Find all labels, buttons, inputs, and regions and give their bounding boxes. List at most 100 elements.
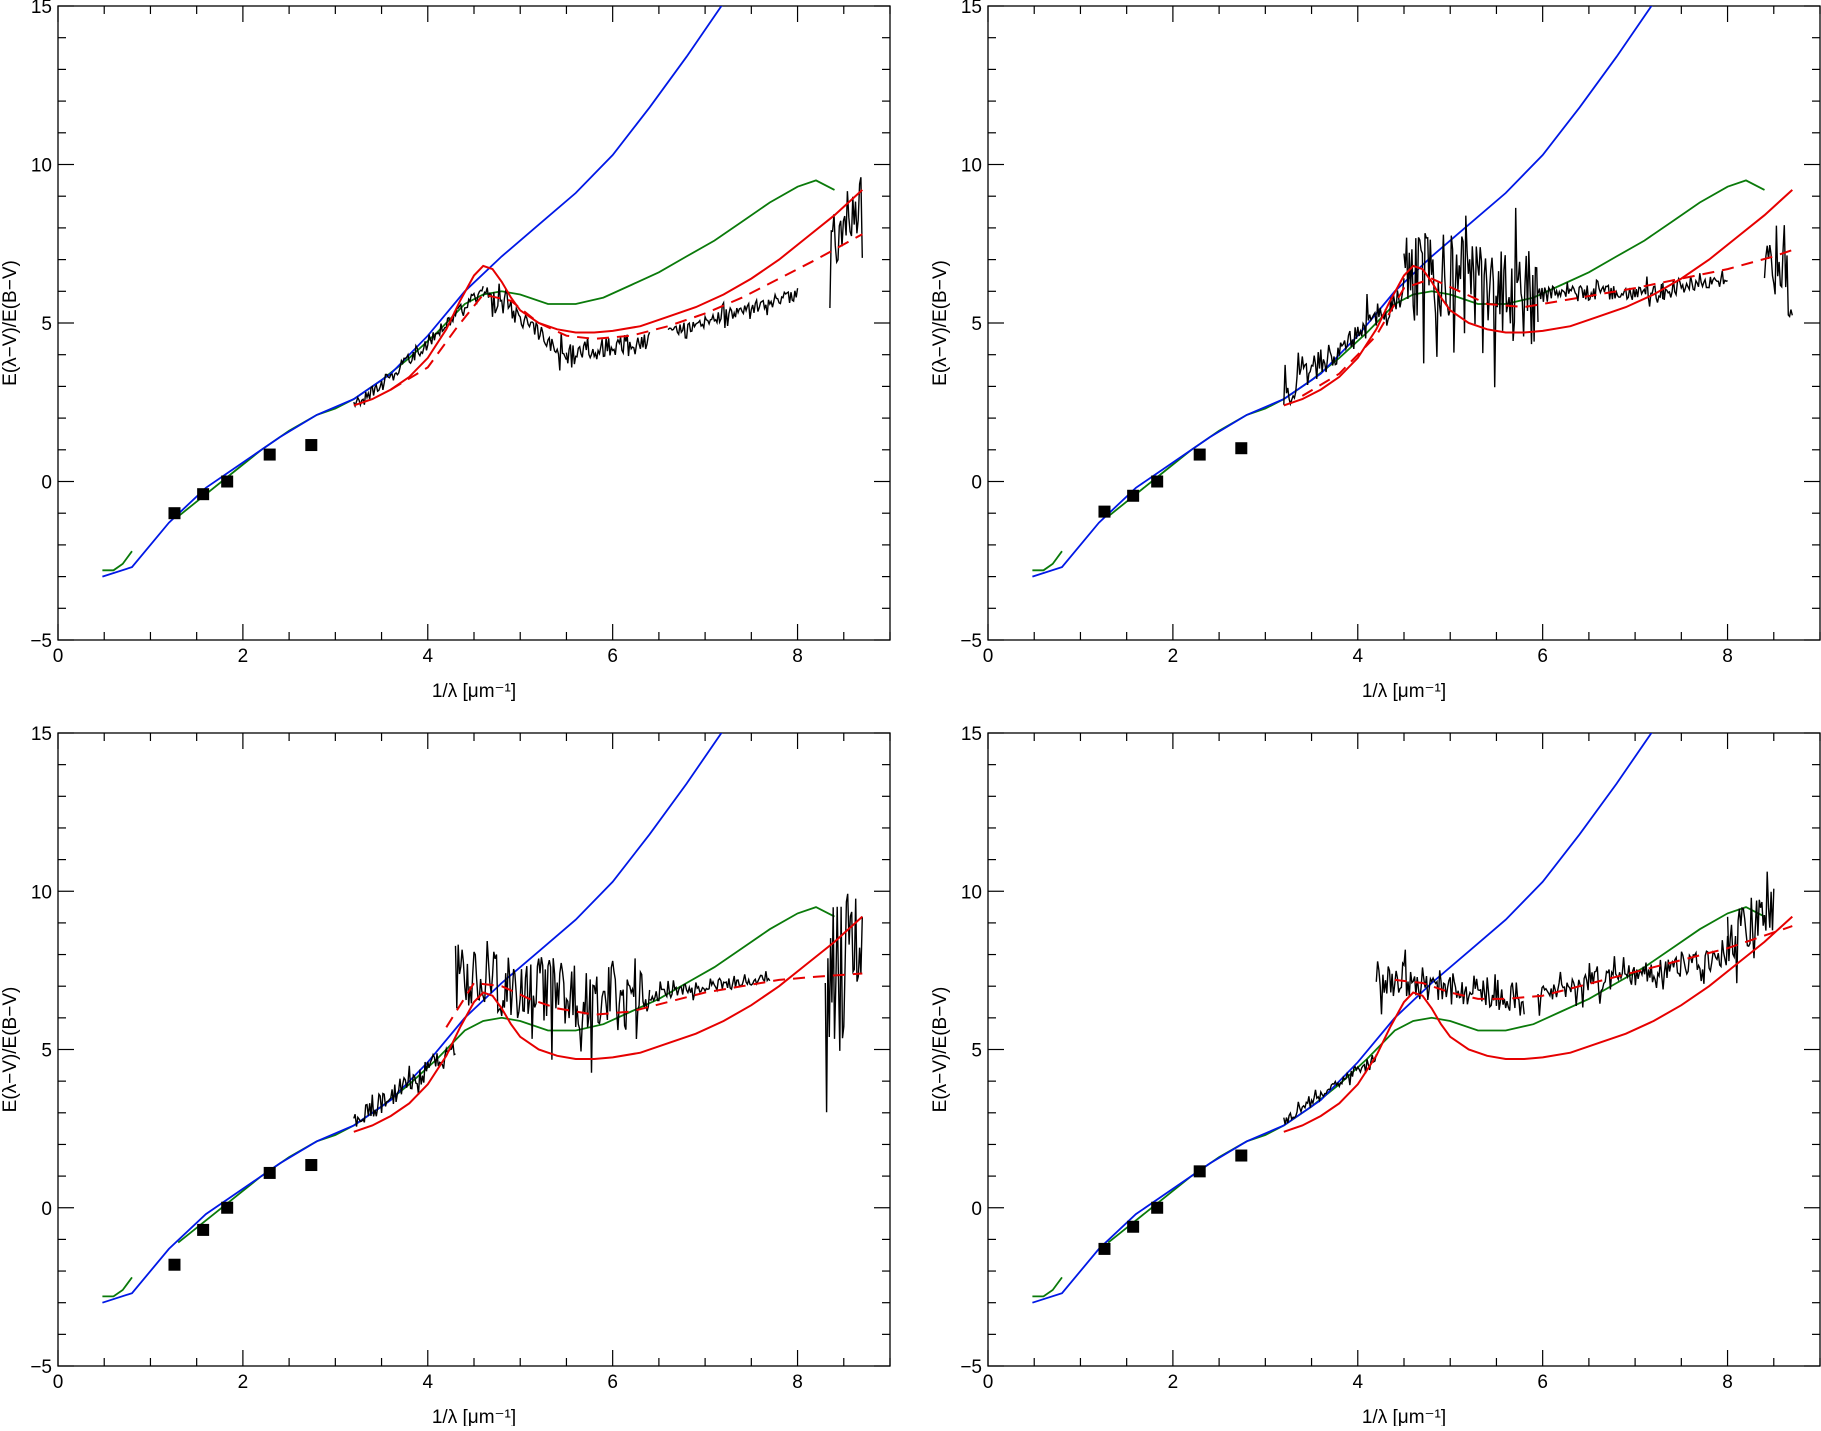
series-red-fit	[1283, 189, 1793, 407]
series-red-dashed-fit	[1301, 249, 1793, 397]
y-tick-label: 10	[961, 882, 982, 903]
x-tick-label: 2	[238, 646, 249, 667]
y-axis-title: E(λ−V)/E(B−V)	[930, 987, 951, 1113]
y-tick-label: 5	[41, 1041, 52, 1062]
photometry-point	[1151, 475, 1164, 488]
photometry-point	[221, 475, 234, 488]
x-tick-label: 6	[607, 1372, 618, 1393]
series-red-dashed-fit	[1394, 925, 1793, 1000]
series-green-curve	[102, 906, 835, 1298]
series-photometry-points	[1098, 1149, 1248, 1255]
spectrum-segment	[1662, 270, 1728, 300]
photometry-point	[168, 1258, 181, 1271]
spectrum-segment	[829, 177, 863, 309]
photometry-point	[1235, 442, 1248, 455]
photometry-point	[1127, 1220, 1140, 1233]
series-observed-spectrum	[353, 893, 863, 1127]
photometry-point	[1193, 448, 1206, 461]
x-tick-label: 6	[607, 646, 618, 667]
spectrum-segment	[1726, 871, 1775, 984]
spectrum-segment	[1403, 207, 1539, 388]
series-photometry-points	[168, 439, 318, 520]
spectrum-segment	[353, 286, 484, 409]
photometry-point	[305, 439, 318, 452]
y-tick-label: 15	[961, 724, 982, 745]
plot-area	[102, 6, 863, 578]
plot-frame	[57, 5, 891, 641]
y-tick-label: 5	[971, 1041, 982, 1062]
y-axis-title: E(λ−V)/E(B−V)	[0, 987, 21, 1113]
photometry-point	[305, 1159, 318, 1172]
plot-area	[1032, 6, 1793, 578]
series-blue-curve	[102, 733, 723, 1304]
x-tick-label: 0	[983, 646, 994, 667]
x-tick-label: 8	[1722, 1372, 1733, 1393]
spectrum-segment	[353, 1042, 456, 1127]
series-observed-spectrum	[353, 177, 863, 409]
y-tick-label: −5	[30, 631, 52, 652]
photometry-point	[1098, 505, 1111, 518]
x-axis-title: 1/λ [μm⁻¹]	[1362, 681, 1446, 702]
x-tick-label: 6	[1537, 646, 1548, 667]
x-tick-label: 8	[792, 646, 803, 667]
series-red-dashed-fit	[445, 972, 863, 1028]
series-green-curve	[1032, 906, 1765, 1298]
series-red-fit	[353, 189, 863, 407]
spectrum-segment	[1537, 276, 1664, 307]
photometry-point	[197, 1223, 210, 1236]
y-tick-label: 0	[41, 473, 52, 494]
x-tick-label: 2	[1168, 646, 1179, 667]
y-tick-label: 10	[961, 156, 982, 177]
spectrum-segment	[1763, 225, 1793, 319]
series-blue-curve	[1032, 733, 1653, 1304]
x-tick-label: 0	[53, 1372, 64, 1393]
x-axis-title: 1/λ [μm⁻¹]	[1362, 1407, 1446, 1426]
spectrum-segment	[454, 940, 651, 1073]
y-tick-label: 15	[961, 0, 982, 18]
spectrum-segment	[1283, 278, 1405, 407]
spectrum-segment	[1537, 935, 1729, 1016]
photometry-point	[263, 448, 276, 461]
series-green-curve	[1032, 179, 1765, 572]
y-tick-label: −5	[30, 1357, 52, 1378]
y-tick-label: 5	[41, 314, 52, 335]
axis-ticks	[987, 5, 1821, 641]
x-tick-label: 6	[1537, 1372, 1548, 1393]
series-red-fit	[1283, 915, 1793, 1133]
spectrum-segment	[1283, 1054, 1377, 1125]
x-tick-label: 8	[792, 1372, 803, 1393]
spectrum-segment	[824, 893, 863, 1113]
x-tick-label: 8	[1722, 646, 1733, 667]
x-tick-label: 4	[1352, 1372, 1363, 1393]
series-photometry-points	[1098, 442, 1248, 518]
y-tick-label: 5	[971, 314, 982, 335]
x-tick-label: 2	[238, 1372, 249, 1393]
axis-ticks	[57, 5, 891, 641]
y-tick-label: 0	[41, 1199, 52, 1220]
x-axis-title: 1/λ [μm⁻¹]	[432, 1407, 516, 1426]
plot-area	[102, 733, 863, 1304]
photometry-point	[1235, 1149, 1248, 1162]
y-axis-title: E(λ−V)/E(B−V)	[0, 260, 21, 386]
y-tick-label: −5	[960, 1357, 982, 1378]
spectrum-segment	[649, 971, 771, 1003]
photometry-point	[1127, 489, 1140, 502]
axis-ticks	[57, 732, 891, 1367]
x-axis-title: 1/λ [μm⁻¹]	[432, 681, 516, 702]
photometry-point	[1151, 1201, 1164, 1214]
spectrum-segment	[482, 283, 568, 371]
plot-frame	[987, 5, 1821, 641]
y-tick-label: −5	[960, 631, 982, 652]
photometry-point	[197, 488, 210, 501]
series-green-curve	[102, 179, 835, 572]
series-photometry-points	[168, 1159, 318, 1271]
plot-frame	[987, 732, 1821, 1367]
photometry-point	[168, 507, 181, 520]
x-tick-label: 4	[422, 1372, 433, 1393]
plot-frame	[57, 732, 891, 1367]
